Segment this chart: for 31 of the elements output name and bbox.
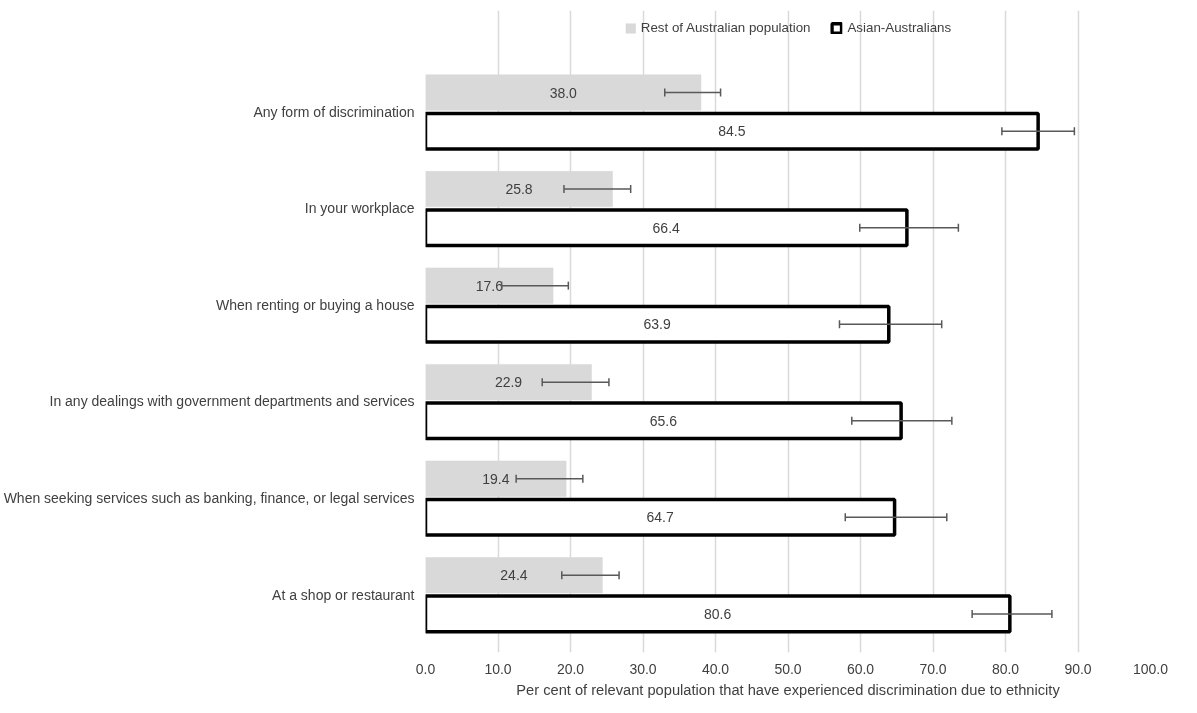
data-label: 66.4 — [652, 219, 681, 236]
x-tick-label: 60.0 — [846, 660, 875, 677]
x-tick-label: 100.0 — [1132, 660, 1169, 677]
data-label: 84.5 — [718, 123, 746, 140]
y-tick-label: Any form of discrimination — [253, 103, 415, 120]
data-label: 80.6 — [704, 605, 732, 622]
data-label: 38.0 — [549, 84, 578, 101]
data-label: 65.6 — [649, 412, 678, 429]
legend-label: Rest of Australian population — [640, 20, 811, 35]
x-tick-label: 0.0 — [415, 660, 436, 677]
x-tick-label: 20.0 — [556, 660, 585, 677]
data-label: 22.9 — [494, 374, 523, 391]
x-tick-label: 40.0 — [701, 660, 730, 677]
x-tick-label: 70.0 — [919, 660, 947, 677]
y-tick-label: In any dealings with government departments and services — [49, 393, 415, 410]
data-label: 63.9 — [643, 316, 671, 333]
legend-label: Asian-Australians — [847, 20, 952, 35]
y-tick-label: In your workplace — [304, 200, 415, 217]
y-tick-label: When renting or buying a house — [216, 296, 415, 313]
x-axis-title: Per cent of relevant population that have experienced discrimination due to ethnicity — [516, 681, 1061, 698]
y-tick-label: When seeking services such as banking, finance, or legal services — [3, 490, 415, 507]
x-tick-label: 90.0 — [1064, 660, 1092, 677]
y-tick-label: At a shop or restaurant — [272, 586, 415, 603]
data-label: 25.8 — [505, 181, 533, 198]
data-label: 24.4 — [500, 567, 528, 584]
x-tick-label: 50.0 — [774, 660, 802, 677]
data-label: 19.4 — [482, 470, 510, 487]
data-label: 64.7 — [646, 509, 674, 526]
x-tick-label: 30.0 — [629, 660, 657, 677]
x-tick-label: 10.0 — [484, 660, 512, 677]
x-tick-label: 80.0 — [991, 660, 1020, 677]
